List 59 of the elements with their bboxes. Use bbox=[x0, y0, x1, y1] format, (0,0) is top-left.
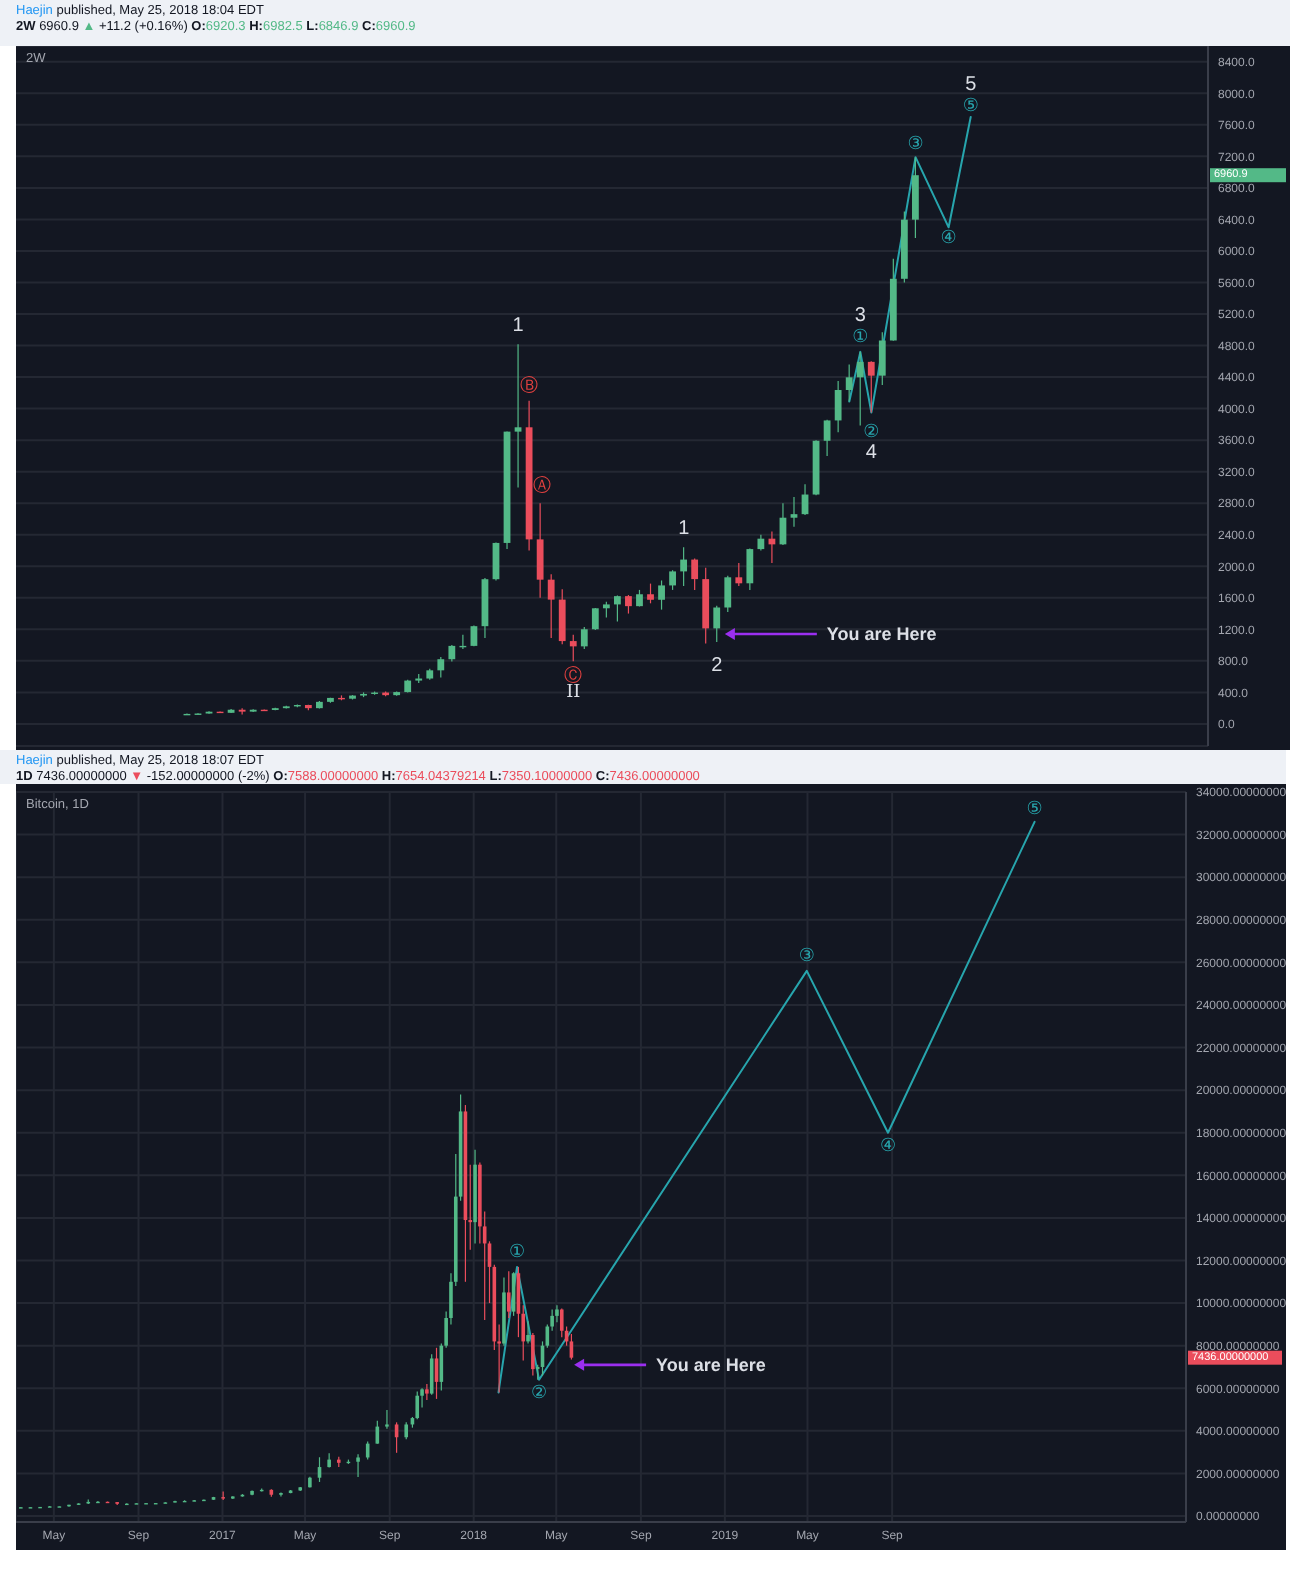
candlestick bbox=[614, 594, 621, 623]
candlestick bbox=[425, 1383, 429, 1401]
annotation: You are Here bbox=[656, 1354, 766, 1375]
candlestick bbox=[385, 1409, 389, 1430]
annotation: ③ bbox=[907, 135, 924, 156]
annotation: You are Here bbox=[826, 623, 937, 644]
candlestick bbox=[691, 557, 699, 591]
candlestick bbox=[856, 351, 864, 426]
candlestick bbox=[569, 634, 577, 662]
annotation: ② bbox=[530, 1383, 548, 1404]
annotation: 3 bbox=[854, 304, 867, 327]
candlestick bbox=[580, 626, 588, 650]
annotation: 2 bbox=[711, 654, 724, 677]
annotation: ④ bbox=[940, 229, 957, 250]
candlestick bbox=[724, 575, 732, 613]
candlestick bbox=[356, 1453, 360, 1478]
candlestick bbox=[867, 360, 875, 414]
candlestick bbox=[658, 579, 665, 611]
candlestick bbox=[559, 1307, 564, 1338]
candlestick bbox=[912, 156, 919, 239]
annotation: ④ bbox=[879, 1136, 897, 1157]
candlestick bbox=[526, 1320, 530, 1345]
candlestick bbox=[506, 1270, 511, 1319]
candlestick bbox=[669, 569, 676, 591]
annotation: Ⓑ bbox=[520, 374, 539, 397]
candlestick bbox=[238, 707, 246, 716]
candlestick bbox=[823, 419, 831, 457]
candlestick bbox=[680, 546, 688, 587]
line-series bbox=[848, 115, 972, 414]
annotation: ⑤ bbox=[1026, 799, 1043, 820]
annotation: ② bbox=[863, 422, 880, 443]
annotation: 4 bbox=[865, 441, 878, 464]
annotation: 1 bbox=[512, 315, 525, 338]
candlestick bbox=[415, 1390, 420, 1420]
candlestick bbox=[834, 380, 842, 433]
candlestick bbox=[536, 502, 544, 599]
candlestick bbox=[514, 343, 522, 489]
candlestick bbox=[713, 605, 721, 643]
candlestick bbox=[790, 496, 798, 528]
candlestick bbox=[625, 594, 632, 615]
annotation: ⑤ bbox=[962, 96, 979, 117]
candlestick bbox=[555, 1304, 559, 1323]
candlestick bbox=[647, 583, 654, 604]
annotation: II bbox=[566, 683, 582, 704]
annotation: ③ bbox=[798, 946, 815, 967]
annotation: 5 bbox=[965, 73, 978, 96]
candlestick bbox=[878, 331, 886, 386]
candlestick bbox=[547, 573, 555, 639]
annotation: Ⓐ bbox=[533, 475, 552, 498]
annotation: 1 bbox=[678, 518, 691, 541]
candlestick bbox=[591, 607, 599, 631]
candlestick bbox=[558, 588, 566, 645]
candlestick bbox=[845, 363, 853, 403]
candlestick bbox=[531, 1332, 535, 1377]
annotation: ① bbox=[508, 1242, 526, 1263]
candlestick bbox=[735, 562, 743, 587]
candlestick bbox=[437, 656, 445, 679]
annotation: ① bbox=[852, 327, 869, 348]
candlestick bbox=[746, 547, 754, 591]
